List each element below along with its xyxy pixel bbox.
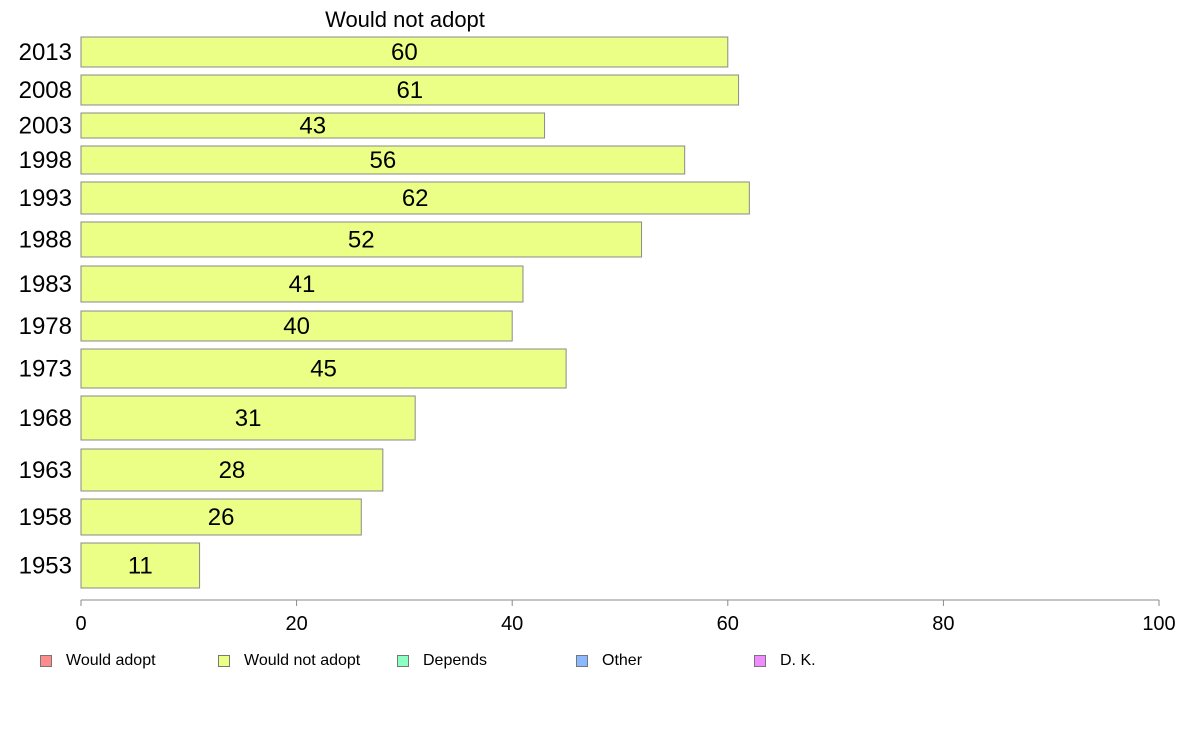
category-label-1998: 1998 (19, 147, 72, 174)
category-label-1953: 1953 (19, 553, 72, 580)
bar-1968 (80, 395, 416, 441)
bar-1973 (80, 348, 567, 389)
legend-item-other: Other (576, 652, 642, 670)
data-label-1963: 28 (219, 457, 246, 484)
x-axis: 0 20 40 60 80 100 (75, 599, 1176, 635)
category-label-1993: 1993 (19, 185, 72, 212)
data-label-1993: 62 (402, 185, 429, 212)
bar-1963 (80, 448, 384, 492)
legend-label-depends: Depends (423, 652, 488, 669)
legend-item-d-k: D. K. (754, 652, 816, 670)
data-label-1973: 45 (310, 356, 337, 383)
x-tick-label-100: 100 (1142, 613, 1175, 635)
bar-1978 (80, 310, 513, 342)
legend-label-would-not-adopt: Would not adopt (244, 652, 361, 669)
legend-swatch-would-not-adopt (218, 655, 230, 667)
bar-1993 (80, 181, 750, 215)
legend-swatch-other (576, 655, 588, 667)
bar-2008 (80, 74, 740, 106)
legend-label-d-k: D. K. (780, 652, 816, 669)
legend-swatch-would-adopt (40, 655, 52, 667)
category-label-1963: 1963 (19, 457, 72, 484)
bar-2013 (80, 36, 729, 68)
data-label-2008: 61 (396, 77, 423, 104)
bar-1953 (80, 542, 201, 589)
data-label-2013: 60 (391, 39, 418, 66)
data-label-1988: 52 (348, 227, 375, 254)
category-label-1973: 1973 (19, 356, 72, 383)
legend: Would adopt Would not adopt Depends Other D.… (0, 652, 1188, 676)
data-label-1983: 41 (289, 271, 316, 298)
x-tick-label-0: 0 (75, 613, 86, 635)
category-label-2013: 2013 (19, 39, 72, 66)
x-tick-label-60: 60 (717, 613, 739, 635)
data-label-1998: 56 (369, 147, 396, 174)
x-tick-label-20: 20 (285, 613, 307, 635)
legend-swatch-depends (397, 655, 409, 667)
legend-label-other: Other (602, 652, 643, 669)
x-tick-label-40: 40 (501, 613, 523, 635)
bar-1988 (80, 221, 643, 258)
bars-layer: 2013 60 2008 61 2003 43 1998 56 1993 62 1988 52 1983… (19, 36, 750, 589)
category-label-1988: 1988 (19, 227, 72, 254)
data-label-1978: 40 (283, 313, 310, 340)
legend-item-depends: Depends (397, 652, 487, 670)
data-label-1968: 31 (235, 405, 262, 432)
category-label-2003: 2003 (19, 113, 72, 140)
legend-item-would-adopt: Would adopt (40, 652, 156, 670)
bar-1958 (80, 498, 362, 536)
bar-1998 (80, 145, 686, 175)
bar-2003 (80, 112, 546, 139)
category-label-2008: 2008 (19, 77, 72, 104)
legend-swatch-d-k (754, 655, 766, 667)
chart-title: Would not adopt (325, 7, 485, 32)
category-label-1968: 1968 (19, 405, 72, 432)
category-label-1983: 1983 (19, 271, 72, 298)
category-label-1978: 1978 (19, 313, 72, 340)
data-label-1953: 11 (128, 553, 153, 580)
data-label-2003: 43 (299, 113, 326, 140)
data-label-1958: 26 (208, 504, 235, 531)
legend-item-would-not-adopt: Would not adopt (218, 652, 360, 670)
bar-1983 (80, 265, 524, 303)
legend-label-would-adopt: Would adopt (66, 652, 156, 669)
category-label-1958: 1958 (19, 504, 72, 531)
x-tick-label-80: 80 (932, 613, 954, 635)
